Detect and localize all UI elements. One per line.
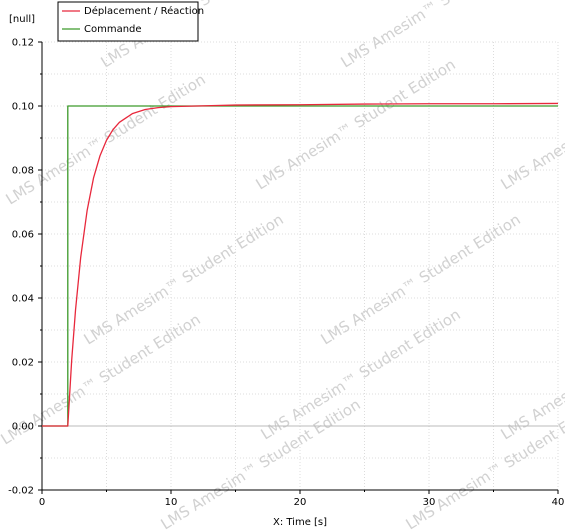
y-tick-label: 0.02 [12, 358, 34, 369]
x-tick-label: 40 [552, 497, 565, 508]
x-tick-label: 0 [39, 497, 45, 508]
y-tick-label: 0.06 [12, 230, 34, 241]
watermark-text: LMS Amesim™ Student Edition [253, 55, 459, 193]
legend-entry[interactable]: Commande [84, 24, 142, 35]
x-axis-label: X: Time [s] [273, 517, 327, 528]
series-line-deplacement-reaction[interactable] [42, 102, 559, 427]
watermark-text: LMS Amesim™ Student Edition [498, 55, 565, 193]
y-tick-label: 0.04 [12, 294, 34, 305]
y-axis-unit-label: [null] [9, 14, 35, 25]
legend-entry[interactable]: Déplacement / Réaction [84, 5, 204, 17]
x-tick-label: 30 [423, 497, 436, 508]
x-tick-label: 20 [294, 497, 307, 508]
y-tick-label: 0.10 [12, 102, 34, 113]
series-layer [42, 102, 559, 427]
tick-labels: -0.02 0.00 0.02 0.04 0.06 0.08 0.10 0.12 0 10 20 30… [8, 38, 564, 509]
y-tick-label: -0.02 [8, 486, 34, 497]
legend[interactable]: Déplacement / Réaction Commande [57, 1, 204, 42]
watermark-text: LMS Amesim™ Student Edition [158, 395, 364, 530]
x-tick-label: 10 [165, 497, 178, 508]
y-tick-label: 0.00 [12, 422, 34, 433]
watermark-text: LMS Amesim™ Student Edition [3, 70, 209, 208]
legend-box [57, 1, 199, 42]
y-tick-label: 0.08 [12, 166, 34, 177]
y-tick-label: 0.12 [12, 38, 34, 49]
